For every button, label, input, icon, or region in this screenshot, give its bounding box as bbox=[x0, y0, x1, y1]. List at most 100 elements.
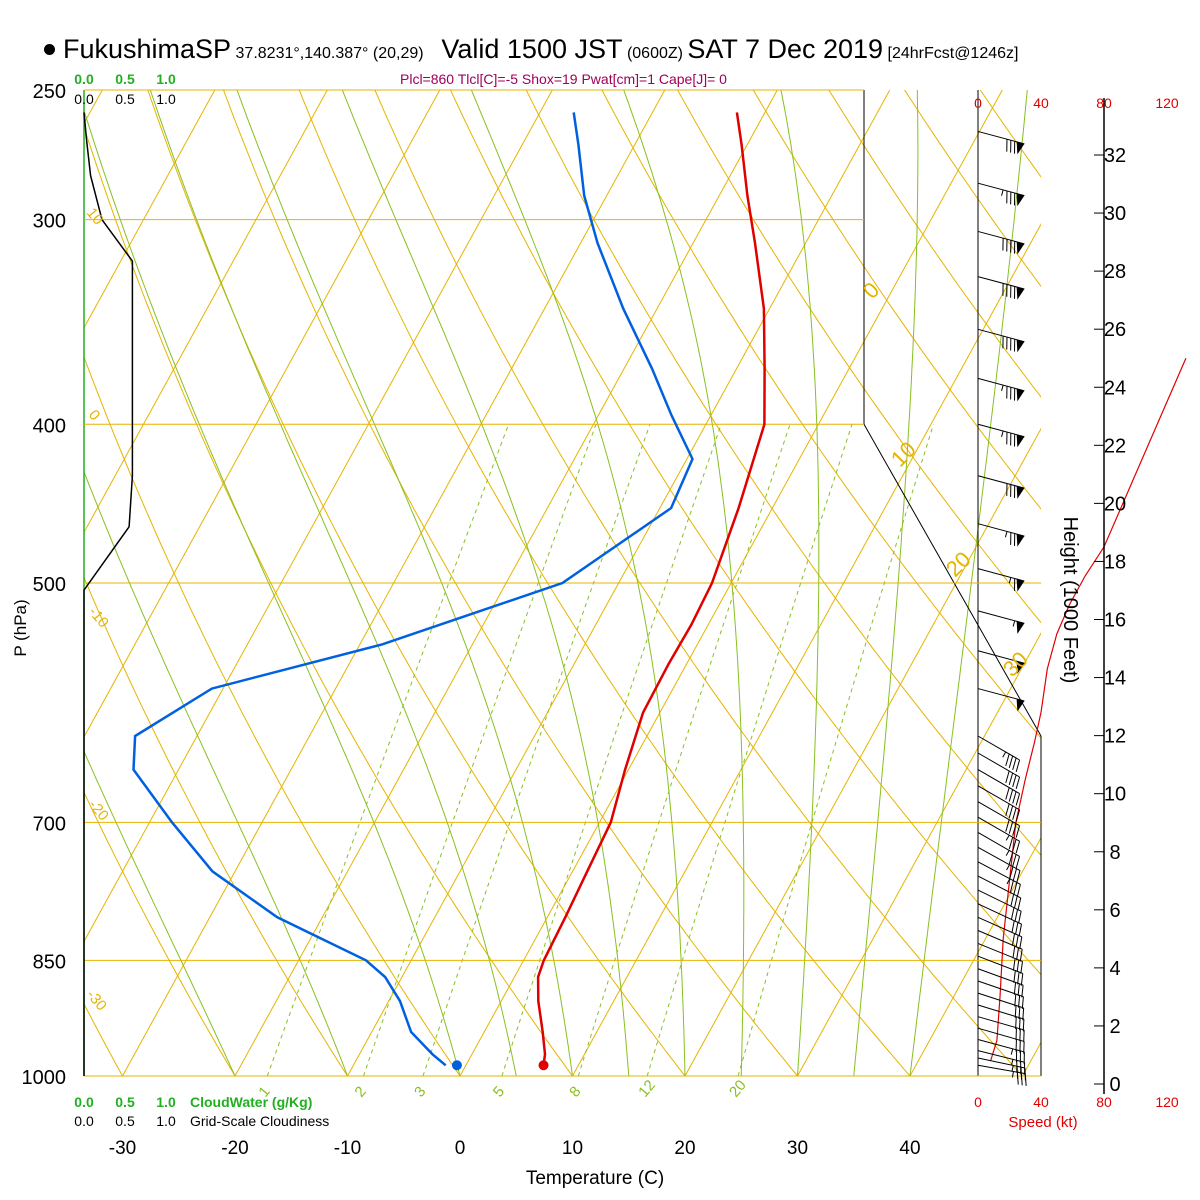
height-tick-label: 4 bbox=[1109, 958, 1120, 980]
dry-adiabat bbox=[374, 90, 1024, 1076]
mixing-ratio-label: 12 bbox=[635, 1077, 659, 1101]
mixing-ratio-line bbox=[422, 424, 651, 1076]
barb-flag bbox=[1016, 959, 1020, 973]
wind-barb bbox=[977, 568, 1025, 592]
surface-dewpoint-point bbox=[451, 1060, 462, 1071]
barb-staff bbox=[977, 650, 1025, 664]
barb-half-flag bbox=[1001, 189, 1004, 196]
dry-adiabat bbox=[449, 90, 1041, 976]
wind-barb bbox=[977, 523, 1025, 547]
height-tick-label: 0 bbox=[1109, 1074, 1120, 1096]
barb-half-flag bbox=[1001, 384, 1004, 392]
temperature-line bbox=[536, 112, 766, 1066]
barb-flag bbox=[1012, 807, 1017, 820]
forecast-info: [24hrFcst@1246z] bbox=[887, 45, 1019, 62]
barb-flag bbox=[1019, 949, 1023, 962]
barb-flag bbox=[1015, 1016, 1017, 1030]
moist-adiabat bbox=[236, 90, 573, 1076]
barb-staff bbox=[977, 377, 1025, 392]
barb-flag bbox=[1008, 821, 1014, 834]
temperature-tick-label: -20 bbox=[221, 1138, 248, 1159]
barb-half-flag bbox=[1001, 430, 1004, 437]
wind-barb bbox=[977, 1039, 1025, 1065]
mixing-ratio-line bbox=[363, 424, 597, 1076]
height-tick-label: 18 bbox=[1104, 551, 1126, 573]
wind-barb bbox=[977, 328, 1025, 353]
wind-barb bbox=[977, 903, 1022, 937]
barb-staff bbox=[977, 423, 1025, 438]
wind-barb bbox=[977, 423, 1025, 448]
barb-half-flag bbox=[1012, 620, 1016, 627]
wind-barbs bbox=[977, 130, 1027, 1086]
isotherm-line bbox=[84, 90, 216, 329]
height-tick-label: 28 bbox=[1104, 261, 1126, 283]
cloudwater-tick-label-top: 1.0 bbox=[156, 71, 176, 87]
pressure-tick-label: 300 bbox=[33, 211, 66, 233]
cloudiness-line bbox=[83, 112, 134, 1076]
wind-barb bbox=[977, 846, 1021, 883]
height-tick-label: 24 bbox=[1104, 377, 1126, 399]
mixing-ratio-line bbox=[737, 424, 934, 1076]
wind-barb bbox=[977, 992, 1025, 1021]
barb-flag bbox=[1005, 770, 1010, 784]
station-name: FukushimaSP bbox=[63, 34, 232, 64]
dry-adiabat bbox=[752, 90, 1041, 510]
barb-flag bbox=[1016, 884, 1021, 897]
dry-adiabat bbox=[828, 90, 1041, 398]
barb-flag bbox=[1014, 994, 1017, 1007]
barb-staff bbox=[977, 130, 1025, 145]
barb-staff bbox=[977, 230, 1025, 245]
isotherm-label: -20 bbox=[85, 797, 112, 825]
barb-pennant bbox=[1016, 621, 1025, 634]
barb-half-flag bbox=[1006, 878, 1011, 885]
station-coords: 37.8231°,140.387° (20,29) bbox=[235, 45, 424, 62]
isotherm-label: 0 bbox=[85, 407, 103, 424]
wind-barb bbox=[977, 182, 1025, 207]
dry-adiabat bbox=[0, 61, 28, 1111]
isotherm-label: 10 bbox=[886, 437, 921, 472]
barb-flag bbox=[1015, 856, 1021, 869]
temperature-tick-label: 0 bbox=[455, 1138, 466, 1159]
barb-flag bbox=[1021, 985, 1024, 998]
barb-flag bbox=[1011, 920, 1015, 933]
mixing-ratio-label: 3 bbox=[411, 1083, 429, 1100]
temperature-tick-label: 10 bbox=[562, 1138, 583, 1159]
cloudwater-tick-label-top: 0.0 bbox=[74, 71, 94, 87]
barb-flag bbox=[1012, 839, 1017, 852]
isotherm-label: 30 bbox=[998, 647, 1033, 682]
height-tick-label: 22 bbox=[1104, 435, 1126, 457]
barb-flag bbox=[1009, 866, 1014, 879]
dry-adiabat bbox=[904, 90, 1041, 288]
speed-tick-label-top: 40 bbox=[1033, 95, 1049, 111]
dry-adiabat bbox=[222, 90, 799, 1076]
grid-layer bbox=[0, 61, 1200, 1111]
barb-pennant bbox=[1016, 578, 1025, 592]
barb-staff bbox=[977, 955, 1023, 974]
barb-pennant bbox=[1016, 193, 1025, 207]
barb-flag bbox=[1012, 774, 1017, 788]
sounding-layer bbox=[83, 112, 1187, 1076]
barb-flag bbox=[1015, 841, 1021, 854]
isotherm-line bbox=[797, 632, 1041, 1076]
barb-flag bbox=[1018, 1017, 1021, 1031]
wind-barb bbox=[977, 735, 1021, 773]
barb-staff bbox=[977, 816, 1020, 842]
valid-utc: (0600Z) bbox=[626, 45, 683, 62]
barb-staff bbox=[977, 182, 1025, 197]
wind-barb bbox=[977, 769, 1021, 806]
dry-adiabat bbox=[1185, 61, 1200, 1111]
wind-barb bbox=[977, 955, 1024, 986]
barb-flag bbox=[1010, 907, 1015, 920]
barb-flag bbox=[1022, 1007, 1025, 1021]
x-axis-label: Temperature (C) bbox=[526, 1168, 664, 1189]
barb-flag bbox=[1011, 933, 1016, 946]
barb-flag bbox=[1005, 819, 1010, 832]
barb-staff bbox=[977, 992, 1024, 1009]
barb-flag bbox=[1008, 789, 1014, 802]
wind-barb bbox=[977, 785, 1021, 822]
barb-pennant bbox=[1016, 698, 1025, 712]
barb-flag bbox=[1021, 996, 1024, 1010]
barb-flag bbox=[1013, 970, 1016, 983]
wind-barb bbox=[977, 980, 1024, 1010]
pressure-tick-label: 500 bbox=[33, 574, 66, 596]
